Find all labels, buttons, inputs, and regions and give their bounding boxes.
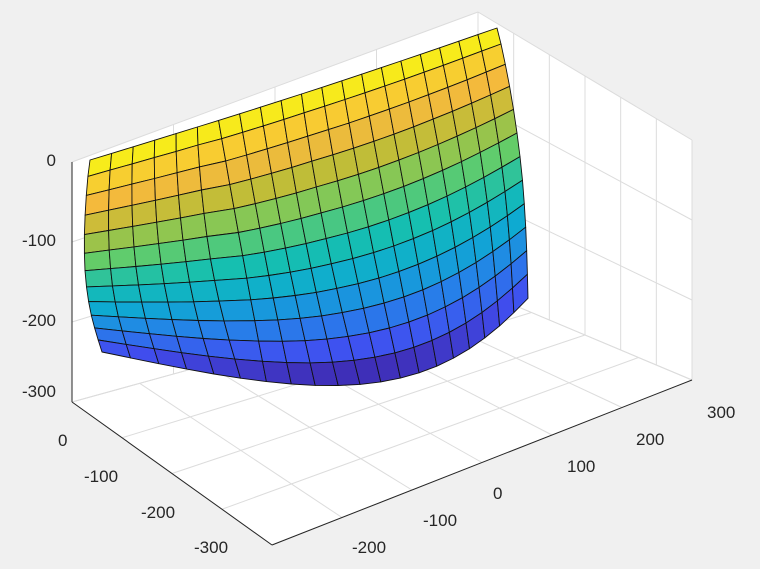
x-axis-ticks: 0 -100 -200 -300 xyxy=(58,431,228,557)
y-tick-label: 300 xyxy=(707,403,735,422)
surface-patch xyxy=(88,301,119,318)
axes-floor xyxy=(72,290,692,545)
x-tick-label: -300 xyxy=(194,538,228,557)
grid-line xyxy=(71,11,479,163)
z-tick-label: -200 xyxy=(22,311,56,330)
surface-patch xyxy=(180,212,208,241)
x-tick-label: 0 xyxy=(58,431,67,450)
surface-patch xyxy=(167,301,199,321)
surface-patch xyxy=(86,285,116,303)
x-tick-label: -200 xyxy=(141,503,175,522)
y-axis-ticks: -200 -100 0 100 200 300 xyxy=(352,403,735,557)
y-tick-label: -100 xyxy=(423,511,457,530)
surface-patch xyxy=(210,255,248,281)
surface-patch xyxy=(163,281,195,303)
surface-patch xyxy=(135,263,165,286)
surface-patch xyxy=(138,283,169,303)
surface-patch xyxy=(182,236,211,263)
surface-patch xyxy=(108,246,137,270)
grid-line xyxy=(477,11,693,141)
z-axis-ticks: 0 -100 -200 -300 xyxy=(22,151,56,401)
surface-patch xyxy=(160,261,191,285)
surface-patch xyxy=(214,277,252,302)
z-tick-label: -300 xyxy=(22,382,56,401)
surface-patch xyxy=(114,301,146,319)
surface-patch xyxy=(228,339,263,362)
y-tick-label: 100 xyxy=(567,457,595,476)
surface-patch xyxy=(223,320,260,342)
surface-patch xyxy=(132,221,160,248)
surface-patch xyxy=(218,299,256,322)
surface-patch xyxy=(83,230,110,254)
grid-line xyxy=(171,334,586,474)
surface-patch xyxy=(156,217,184,245)
y-tick-label: 200 xyxy=(636,430,664,449)
surface-patch xyxy=(133,243,162,267)
surface-patch xyxy=(206,232,244,260)
y-tick-label: 0 xyxy=(493,484,502,503)
surface-patch xyxy=(84,268,113,288)
surface-patch xyxy=(83,249,112,272)
surface-patch xyxy=(512,273,529,314)
axes-box xyxy=(71,162,693,546)
z-tick-label: -100 xyxy=(22,231,56,250)
surface-patch xyxy=(141,301,173,321)
x-tick-label: -100 xyxy=(84,467,118,486)
surface-patch xyxy=(203,208,239,237)
surface-patch xyxy=(185,258,216,283)
surface-patch xyxy=(112,284,143,303)
surface-patch xyxy=(110,266,139,287)
grid-line xyxy=(221,357,639,510)
surface-patch xyxy=(158,239,187,265)
surface-patch xyxy=(189,279,220,303)
y-tick-label: -200 xyxy=(352,538,386,557)
surface-patch xyxy=(108,225,135,251)
z-tick-label: 0 xyxy=(47,151,56,170)
surface-mesh xyxy=(83,27,529,386)
